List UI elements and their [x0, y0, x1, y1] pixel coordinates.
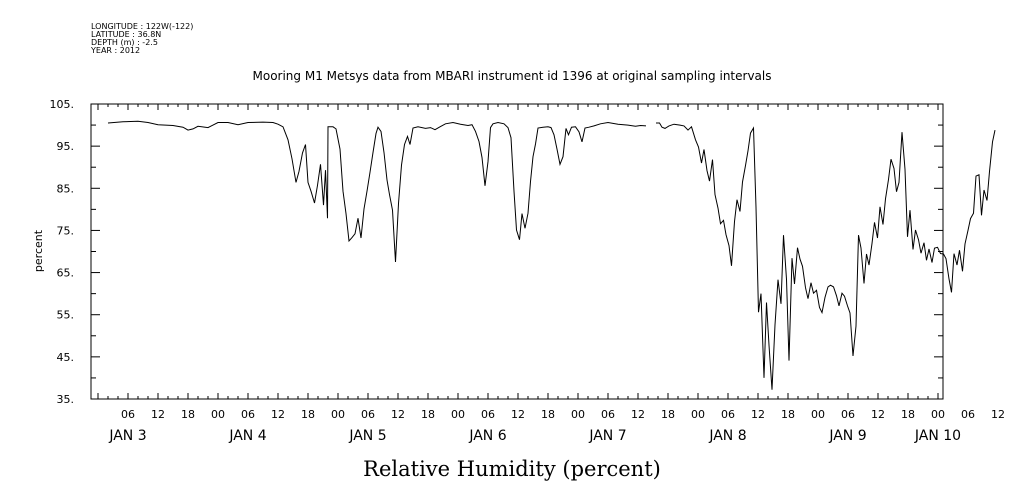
- metadata-line: LONGITUDE : 122W(-122): [91, 22, 193, 31]
- x-hour-label: 12: [151, 408, 165, 421]
- y-axis-label: percent: [32, 229, 45, 272]
- plot-frame: [90, 103, 944, 400]
- humidity-line-segment: [107, 120, 647, 263]
- y-tick-label: 85.: [57, 182, 75, 195]
- x-hour-label: 00: [931, 408, 945, 421]
- y-tick-label: 95.: [57, 140, 75, 153]
- metadata-line: DEPTH (m) : -2.5: [91, 38, 158, 47]
- x-hour-label: 06: [841, 408, 855, 421]
- x-hour-label: 12: [871, 408, 885, 421]
- x-day-label: JAN 7: [588, 428, 626, 444]
- x-hour-label: 06: [721, 408, 735, 421]
- x-day-label: JAN 4: [228, 428, 266, 444]
- metadata-line: YEAR : 2012: [90, 46, 140, 55]
- x-hour-label: 00: [691, 408, 705, 421]
- y-tick-label: 75.: [57, 224, 75, 237]
- metadata-line: LATITUDE : 36.8N: [91, 30, 161, 39]
- x-hour-label: 12: [631, 408, 645, 421]
- x-hour-label: 12: [391, 408, 405, 421]
- x-day-label: JAN 5: [348, 428, 386, 444]
- x-axis-label: Relative Humidity (percent): [363, 457, 661, 481]
- humidity-line-segment: [656, 122, 996, 390]
- x-hour-label: 18: [661, 408, 675, 421]
- x-hour-label: 00: [571, 408, 585, 421]
- x-day-label: JAN 8: [708, 428, 746, 444]
- x-hour-label: 18: [781, 408, 795, 421]
- x-hour-label: 12: [271, 408, 285, 421]
- x-hour-label: 12: [751, 408, 765, 421]
- x-hour-label: 06: [961, 408, 975, 421]
- chart-title: Mooring M1 Metsys data from MBARI instru…: [253, 69, 772, 83]
- x-hour-label: 12: [991, 408, 1005, 421]
- x-hour-label: 06: [241, 408, 255, 421]
- x-hour-label: 00: [211, 408, 225, 421]
- x-hour-label: 12: [511, 408, 525, 421]
- x-hour-label: 06: [481, 408, 495, 421]
- x-hour-label: 18: [301, 408, 315, 421]
- x-hour-label: 06: [361, 408, 375, 421]
- x-hour-label: 00: [811, 408, 825, 421]
- x-hour-label: 00: [451, 408, 465, 421]
- humidity-series: [107, 120, 996, 390]
- y-tick-label: 55.: [57, 309, 75, 322]
- y-tick-label: 35.: [57, 393, 75, 406]
- x-day-label: JAN 9: [828, 428, 866, 444]
- y-tick-label: 45.: [57, 351, 75, 364]
- x-axis: 06 12 18 00 06 12 18 00 06 12 18 00 06 12 18 00 06 12 18 00…: [97, 104, 1005, 444]
- x-hour-label: 18: [541, 408, 555, 421]
- x-day-label: JAN 6: [468, 428, 506, 444]
- x-day-label: JAN 10: [914, 428, 961, 444]
- y-axis: 105. 95. 85. 75. 65. 55. 45. 35.: [50, 98, 943, 406]
- metadata-block: LONGITUDE : 122W(-122)LATITUDE : 36.8NDE…: [90, 22, 193, 55]
- x-hour-label: 18: [421, 408, 435, 421]
- x-hour-label: 06: [121, 408, 135, 421]
- x-hour-label: 06: [601, 408, 615, 421]
- x-day-label: JAN 3: [108, 428, 146, 444]
- x-hour-label: 18: [181, 408, 195, 421]
- x-hour-label: 00: [331, 408, 345, 421]
- x-hour-label: 18: [901, 408, 915, 421]
- y-tick-label: 65.: [57, 267, 75, 280]
- y-tick-label: 105.: [50, 98, 75, 111]
